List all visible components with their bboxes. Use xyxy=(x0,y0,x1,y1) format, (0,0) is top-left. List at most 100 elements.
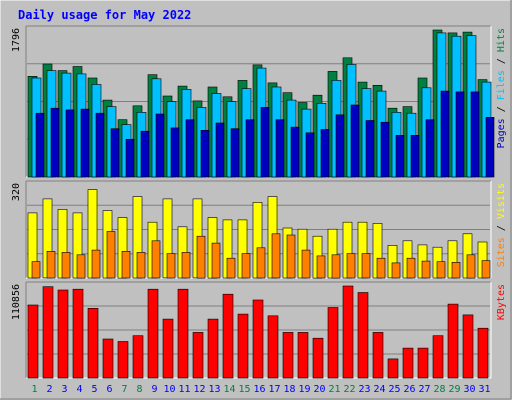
bar-pages-day-1 xyxy=(35,112,45,178)
bar-pages-day-29 xyxy=(455,91,465,178)
bar-sites-day-2 xyxy=(46,251,56,279)
bar-kbytes-day-19 xyxy=(297,332,309,379)
bar-kbytes-day-12 xyxy=(192,332,204,379)
bar-sites-day-6 xyxy=(106,231,116,279)
day-label-4: 4 xyxy=(76,384,82,395)
bar-sites-day-26 xyxy=(406,257,416,279)
bar-kbytes-day-11 xyxy=(177,288,189,379)
bar-sites-day-1 xyxy=(31,261,41,279)
bar-sites-day-30 xyxy=(466,254,476,279)
day-label-13: 13 xyxy=(208,384,220,395)
bar-sites-day-10 xyxy=(166,253,176,279)
bar-sites-day-20 xyxy=(316,255,326,279)
legend-separator: / xyxy=(496,100,507,118)
bar-sites-day-4 xyxy=(76,254,86,279)
bar-pages-day-13 xyxy=(215,122,225,178)
panels: 1796 Pages / Files / Hits 320 Sites / Visit… xyxy=(11,25,507,379)
bar-kbytes-day-6 xyxy=(102,338,114,379)
legend-hits: Hits xyxy=(496,28,507,52)
bar-kbytes-day-4 xyxy=(72,288,84,379)
bar-sites-day-28 xyxy=(436,261,446,279)
bar-pages-day-20 xyxy=(320,129,330,178)
day-labels: 1 2 3 4 5 6 7 8 9 10 11 12 13 14 15 16 17 18 19 20 21 22 23 24 2… xyxy=(31,384,490,395)
bar-sites-day-3 xyxy=(61,252,71,279)
bar-pages-day-8 xyxy=(140,130,150,178)
day-label-18: 18 xyxy=(283,384,295,395)
legend-top: Pages / Files / Hits xyxy=(496,28,507,148)
bar-pages-day-9 xyxy=(155,113,165,178)
bar-kbytes-day-8 xyxy=(132,335,144,379)
day-label-12: 12 xyxy=(193,384,205,395)
bar-sites-day-5 xyxy=(91,249,101,279)
bar-kbytes-day-30 xyxy=(462,314,474,379)
bar-kbytes-day-26 xyxy=(402,347,414,379)
day-label-1: 1 xyxy=(31,384,37,395)
bar-pages-day-2 xyxy=(50,107,60,178)
day-label-28: 28 xyxy=(433,384,445,395)
bar-sites-day-21 xyxy=(331,254,341,279)
legend-visits: Visits xyxy=(496,183,507,219)
bar-kbytes-day-16 xyxy=(252,299,264,379)
day-label-19: 19 xyxy=(298,384,310,395)
day-label-2: 2 xyxy=(46,384,52,395)
legend-sites: Sites xyxy=(496,237,507,267)
series-kbytes xyxy=(27,285,489,379)
legend-files: Files xyxy=(496,70,507,100)
day-label-11: 11 xyxy=(178,384,190,395)
bar-pages-day-12 xyxy=(200,130,210,178)
bar-kbytes-day-22 xyxy=(342,285,354,379)
bar-kbytes-day-29 xyxy=(447,303,459,379)
bar-sites-day-7 xyxy=(121,251,131,279)
bar-sites-day-31 xyxy=(481,260,491,279)
bar-kbytes-day-24 xyxy=(372,332,384,379)
bar-kbytes-day-7 xyxy=(117,341,129,379)
bar-pages-day-26 xyxy=(410,135,420,178)
day-label-31: 31 xyxy=(478,384,490,395)
legend-middle: Sites / Visits xyxy=(496,183,507,267)
bar-pages-day-28 xyxy=(440,90,450,178)
bar-kbytes-day-18 xyxy=(282,332,294,379)
day-label-15: 15 xyxy=(238,384,250,395)
bar-kbytes-day-9 xyxy=(147,288,159,379)
bar-sites-day-25 xyxy=(391,262,401,279)
bar-sites-day-18 xyxy=(286,234,296,279)
panel-top: 1796 Pages / Files / Hits xyxy=(11,25,507,178)
bar-kbytes-day-10 xyxy=(162,318,174,379)
bar-sites-day-19 xyxy=(301,249,311,279)
day-label-16: 16 xyxy=(253,384,265,395)
bar-sites-day-15 xyxy=(241,253,251,279)
day-label-10: 10 xyxy=(163,384,175,395)
bar-sites-day-13 xyxy=(211,242,221,279)
bar-sites-day-12 xyxy=(196,235,206,279)
day-label-9: 9 xyxy=(151,384,157,395)
day-label-3: 3 xyxy=(61,384,67,395)
bar-sites-day-11 xyxy=(181,252,191,279)
bar-kbytes-day-17 xyxy=(267,315,279,379)
bar-pages-day-15 xyxy=(245,119,255,178)
bar-pages-day-21 xyxy=(335,114,345,178)
bar-kbytes-day-13 xyxy=(207,318,219,379)
bar-pages-day-4 xyxy=(80,108,90,178)
day-label-22: 22 xyxy=(343,384,355,395)
bar-kbytes-day-20 xyxy=(312,337,324,379)
legend-separator: / xyxy=(496,219,507,237)
bar-kbytes-day-15 xyxy=(237,313,249,379)
bar-pages-day-5 xyxy=(95,112,105,178)
series-pages xyxy=(35,90,495,178)
day-label-29: 29 xyxy=(448,384,460,395)
legend-bottom: KBytes xyxy=(496,284,507,320)
bar-kbytes-day-28 xyxy=(432,335,444,379)
day-label-8: 8 xyxy=(136,384,142,395)
day-label-23: 23 xyxy=(358,384,370,395)
bar-pages-day-31 xyxy=(485,117,495,178)
bar-pages-day-30 xyxy=(470,91,480,178)
day-label-20: 20 xyxy=(313,384,325,395)
bar-pages-day-6 xyxy=(110,128,120,178)
day-label-17: 17 xyxy=(268,384,280,395)
bar-sites-day-14 xyxy=(226,257,236,279)
y-max-label: 110856 xyxy=(11,284,22,320)
day-label-30: 30 xyxy=(463,384,475,395)
bar-kbytes-day-1 xyxy=(27,304,39,379)
bar-pages-day-17 xyxy=(275,119,285,178)
